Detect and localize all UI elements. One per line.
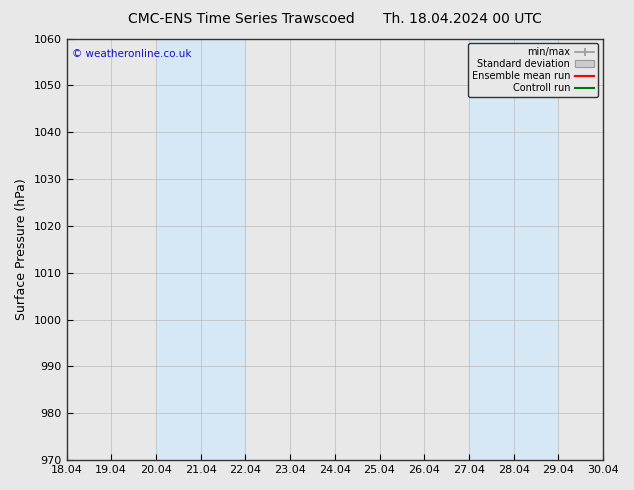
Legend: min/max, Standard deviation, Ensemble mean run, Controll run: min/max, Standard deviation, Ensemble me… (468, 44, 598, 97)
Text: CMC-ENS Time Series Trawscoed: CMC-ENS Time Series Trawscoed (127, 12, 354, 26)
Bar (469, 39, 559, 460)
Text: © weatheronline.co.uk: © weatheronline.co.uk (72, 49, 191, 59)
Text: Th. 18.04.2024 00 UTC: Th. 18.04.2024 00 UTC (384, 12, 542, 26)
Y-axis label: Surface Pressure (hPa): Surface Pressure (hPa) (15, 178, 28, 320)
Bar (156, 39, 245, 460)
